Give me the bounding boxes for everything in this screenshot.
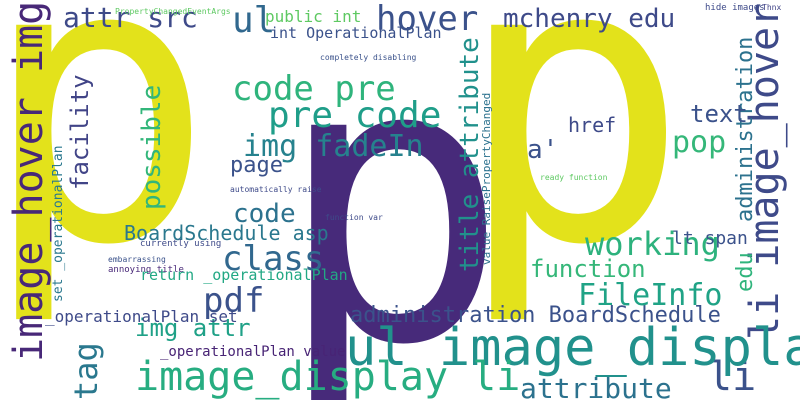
word: attr src — [63, 1, 198, 34]
word: img fadeIn — [243, 129, 424, 164]
word: ready function — [540, 173, 608, 182]
word: return _operationalPlan — [140, 266, 348, 284]
word: FileInfo — [578, 278, 723, 313]
word: embarrassing — [108, 255, 166, 264]
word: facility — [66, 74, 94, 190]
word: currently using — [140, 239, 221, 249]
word: value RaisePropertyChanged — [480, 93, 493, 265]
word: image_hover img — [6, 1, 52, 362]
word: pop — [672, 125, 726, 160]
word: administration BoardSchedule — [350, 303, 721, 328]
word: set _operationalPlan — [51, 145, 66, 302]
word: attribute — [520, 372, 672, 400]
word: BoardSchedule asp — [124, 221, 329, 245]
word: public int — [265, 7, 361, 26]
word: title attribute — [455, 37, 485, 272]
word: p — [275, 0, 510, 400]
word: li image_hover — [742, 3, 788, 340]
word: automatically raise — [230, 185, 322, 194]
word: function var — [325, 213, 383, 222]
word: working — [585, 225, 720, 263]
word: pre code — [268, 95, 441, 136]
word: annoying title — [108, 265, 184, 275]
word: hover — [376, 0, 478, 39]
word: possible — [137, 85, 167, 210]
word: href — [568, 113, 616, 137]
word: pdf — [203, 281, 264, 321]
word: function — [530, 255, 646, 283]
word: a' — [527, 135, 558, 165]
word: text — [690, 100, 748, 128]
word: p — [455, 0, 690, 330]
word: image_display li — [135, 354, 520, 400]
word: tag — [67, 342, 105, 400]
word: img attr — [135, 314, 251, 342]
word: hide images — [705, 3, 765, 13]
word: li — [708, 354, 756, 400]
word: class — [222, 239, 324, 279]
word: _operationalPlan set — [45, 307, 238, 326]
word: _operationalPlan value — [160, 344, 345, 360]
word: page — [230, 153, 283, 178]
word: p — [0, 0, 215, 330]
word: code — [233, 199, 296, 229]
word: Thnx — [762, 3, 781, 12]
word: administration — [733, 37, 758, 222]
word: code pre — [232, 69, 396, 109]
word: ul — [232, 0, 275, 41]
word: ul image_display — [345, 318, 800, 378]
word: lt span — [672, 228, 748, 249]
word: edu — [733, 252, 758, 292]
word: int OperationalPlan — [270, 24, 442, 42]
word: completely disabling — [320, 53, 417, 62]
word: mchenry edu — [503, 4, 675, 34]
word: PropertyChangedEventArgs — [115, 7, 231, 16]
